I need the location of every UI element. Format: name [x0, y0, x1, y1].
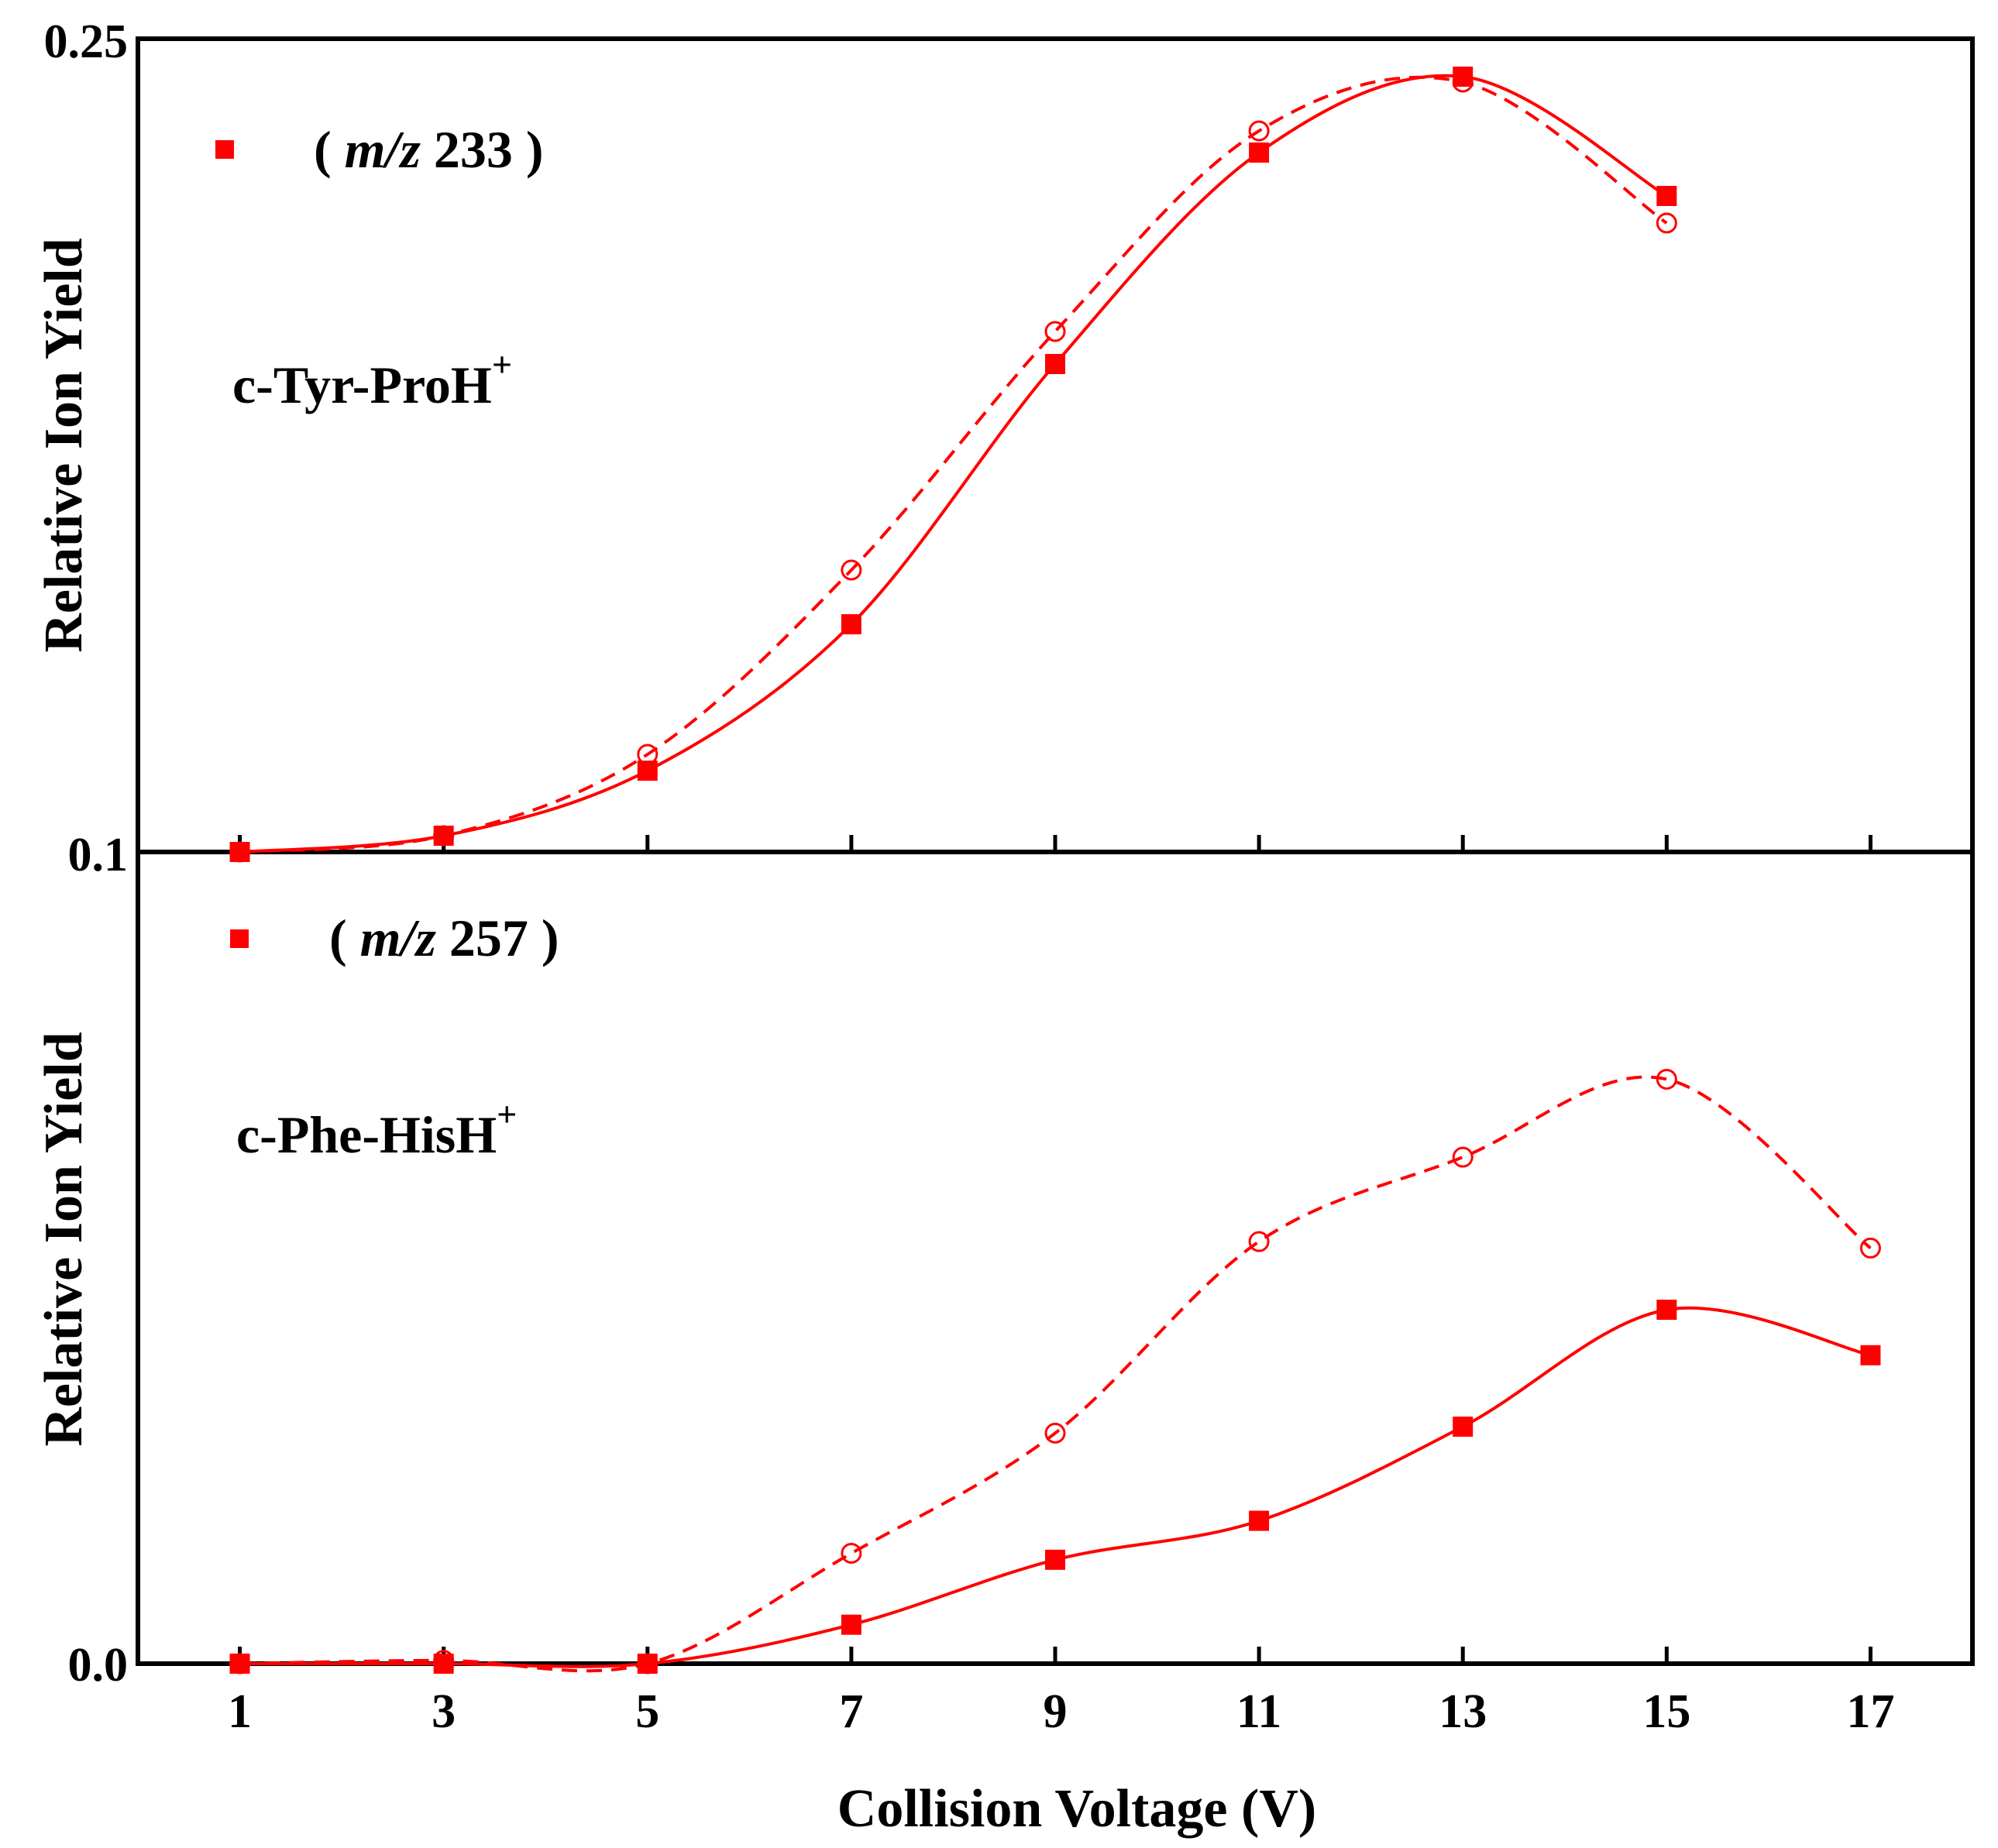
panel-label-bottom-main: c-Phe-HisH	[236, 1105, 497, 1164]
point-top-circle-5	[637, 744, 659, 765]
panel-label-bottom: c-Phe-HisH+	[236, 1094, 517, 1164]
y-axis-title-bottom: Relative Ion Yield	[34, 1032, 94, 1446]
x-tick-label-13: 13	[1439, 1685, 1487, 1738]
x-axis-ticks: 1 3 5 7 9 11 13 15 17	[228, 835, 1894, 1738]
legend-mz-bottom: m/z	[360, 909, 437, 967]
x-tick-label-11: 11	[1236, 1685, 1282, 1738]
series-layer	[229, 67, 1881, 1675]
point-top-circle-11	[1248, 120, 1270, 142]
legend-mz-top: m/z	[345, 120, 421, 179]
point-bottom-circle-3	[433, 1650, 455, 1671]
series-line-bottom-dashed	[239, 1075, 1872, 1673]
series-line-top-dashed	[239, 75, 1668, 854]
panel-label-top-sup: +	[492, 345, 512, 384]
point-bottom-circle-11	[1248, 1231, 1270, 1252]
point-bottom-square-13	[1453, 1416, 1474, 1437]
y-axis-title-top: Relative Ion Yield	[34, 238, 94, 652]
point-bottom-circle-1	[229, 1653, 251, 1675]
x-tick-label-5: 5	[635, 1685, 659, 1738]
y-tick-top-max: 0.25	[44, 15, 129, 68]
point-bottom-square-15	[1656, 1300, 1677, 1321]
legend-text-top: ( m/z 233 )	[314, 120, 544, 179]
point-top-circle-7	[841, 559, 862, 581]
x-tick-label-15: 15	[1642, 1685, 1690, 1738]
legend-marker-bottom	[230, 929, 249, 948]
point-bottom-circle-9	[1044, 1422, 1066, 1444]
point-top-circle-15	[1656, 212, 1677, 234]
point-top-square-11	[1249, 143, 1270, 163]
y-tick-top-min: 0.1	[68, 829, 129, 881]
point-top-square-7	[841, 614, 861, 634]
point-top-circle-9	[1044, 321, 1066, 342]
panel-label-top-main: c-Tyr-ProH	[232, 356, 492, 414]
x-tick-label-7: 7	[839, 1685, 863, 1738]
point-bottom-square-7	[841, 1614, 861, 1635]
x-axis-title: Collision Voltage (V)	[837, 1779, 1316, 1839]
panel-label-top: c-Tyr-ProH+	[232, 345, 512, 414]
point-bottom-circle-15	[1656, 1068, 1677, 1090]
point-top-circle-3	[433, 825, 455, 847]
x-tick-label-3: 3	[432, 1685, 456, 1738]
point-bottom-square-11	[1249, 1510, 1270, 1531]
point-bottom-circle-17	[1859, 1237, 1881, 1259]
point-bottom-square-9	[1045, 1549, 1065, 1570]
x-tick-label-1: 1	[228, 1685, 252, 1738]
point-bottom-circle-13	[1452, 1146, 1474, 1168]
point-bottom-circle-7	[841, 1542, 862, 1564]
x-tick-label-9: 9	[1044, 1685, 1068, 1738]
y-tick-bottom-min: 0.0	[68, 1639, 129, 1692]
x-tick-label-17: 17	[1846, 1685, 1894, 1738]
point-top-square-15	[1656, 186, 1677, 206]
legend-marker-top	[215, 140, 234, 159]
point-top-circle-13	[1452, 71, 1474, 93]
point-top-square-9	[1045, 354, 1065, 374]
point-bottom-circle-5	[637, 1653, 659, 1675]
panel-label-bottom-sup: +	[497, 1094, 517, 1134]
legend-text-bottom: ( m/z 257 )	[329, 909, 559, 967]
plot-frame-bottom	[136, 850, 1975, 1666]
point-top-circle-1	[229, 841, 251, 863]
point-bottom-square-17	[1860, 1345, 1881, 1365]
series-line-bottom-solid	[239, 1306, 1871, 1668]
series-line-top-solid	[239, 74, 1668, 854]
